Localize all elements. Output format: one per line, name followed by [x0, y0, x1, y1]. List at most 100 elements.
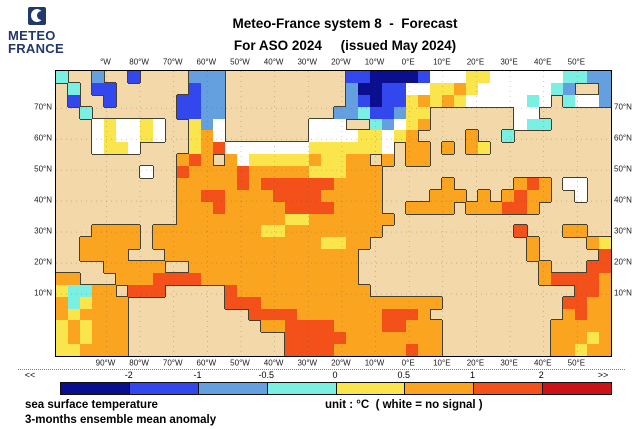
map-cell [551, 166, 563, 178]
map-cell [514, 154, 527, 166]
map-cell [165, 285, 177, 297]
colorbar [60, 382, 612, 395]
map-cell [189, 119, 201, 130]
map-cell [273, 273, 285, 285]
map-cell [406, 190, 418, 202]
lat-label-left: 20°N [34, 257, 52, 267]
map-cell [177, 107, 189, 119]
map-cell [575, 83, 587, 95]
map-cell [563, 332, 575, 344]
map-cell [418, 107, 430, 119]
map-cell [418, 166, 430, 178]
map-cell [225, 190, 237, 202]
map-cell [490, 261, 502, 273]
map-cell [321, 178, 334, 190]
map-cell [92, 332, 104, 344]
map-cell [225, 83, 237, 95]
lon-label-bottom: 20°W [331, 358, 351, 368]
map-cell [490, 166, 502, 178]
map-cell [406, 119, 418, 130]
map-cell [225, 107, 237, 119]
map-cell [225, 130, 237, 142]
map-cell [358, 261, 370, 273]
map-cell [599, 214, 611, 225]
map-cell [587, 190, 599, 202]
map-cell [527, 237, 539, 249]
map-cell [237, 225, 249, 237]
map-cell [249, 130, 261, 142]
map-cell [334, 309, 346, 320]
map-cell [442, 237, 454, 249]
map-cell [56, 332, 68, 344]
map-cell [575, 202, 587, 214]
map-cell [442, 297, 454, 309]
meteo-france-logo-icon [28, 7, 46, 25]
map-cell [490, 332, 502, 344]
map-cell [406, 249, 418, 261]
map-cell [249, 95, 261, 107]
map-cell [334, 178, 346, 190]
map-cell [358, 130, 370, 142]
map-cell [92, 285, 104, 297]
map-cell [502, 119, 514, 130]
map-cell [128, 320, 140, 332]
map-cell [406, 297, 418, 309]
map-cell [153, 178, 165, 190]
map-cell [551, 107, 563, 119]
map-cell [213, 107, 225, 119]
map-cell [382, 95, 394, 107]
map-cell [249, 166, 261, 178]
map-cell [309, 273, 321, 285]
map-cell [237, 332, 249, 344]
map-cell [514, 202, 527, 214]
lat-label-right: 40°N [614, 195, 632, 205]
map-cell [128, 130, 140, 142]
map-cell [394, 83, 406, 95]
map-cell [563, 71, 575, 83]
map-cell [502, 107, 514, 119]
map-cell [68, 202, 80, 214]
map-cell [382, 332, 394, 344]
map-cell [104, 273, 116, 285]
map-cell [140, 71, 153, 83]
lat-label-right: 70°N [614, 102, 632, 112]
map-cell [321, 190, 334, 202]
map-cell [68, 130, 80, 142]
map-cell [599, 249, 611, 261]
map-cell [394, 261, 406, 273]
map-cell [527, 83, 539, 95]
title-line1: Meteo-France system 8 - Forecast [232, 16, 458, 31]
map-cell [56, 273, 68, 285]
map-cell [153, 237, 165, 249]
map-cell [514, 119, 527, 130]
map-cell [346, 95, 358, 107]
lon-label-top: 50°E [567, 57, 586, 67]
map-cell [177, 71, 189, 83]
map-cell [334, 273, 346, 285]
map-cell [273, 202, 285, 214]
map-cell [249, 142, 261, 154]
map-cell [153, 320, 165, 332]
map-cell [454, 273, 466, 285]
map-cell [80, 285, 92, 297]
map-cell [527, 119, 539, 130]
map-cell [587, 237, 599, 249]
map-cell [140, 273, 153, 285]
map-cell [587, 285, 599, 297]
map-cell [502, 225, 514, 237]
map-cell [575, 320, 587, 332]
map-cell [104, 95, 116, 107]
map-cell [153, 273, 165, 285]
map-cell [321, 332, 334, 344]
lon-label-top: °W [100, 57, 111, 67]
map-cell [225, 225, 237, 237]
map-cell [201, 225, 213, 237]
map-cell [201, 344, 213, 356]
map-cell [442, 178, 454, 190]
lon-label-top: 20°E [466, 57, 485, 67]
map-cell [490, 95, 502, 107]
map-cell [490, 142, 502, 154]
map-cell [551, 249, 563, 261]
map-cell [454, 332, 466, 344]
map-cell [189, 273, 201, 285]
